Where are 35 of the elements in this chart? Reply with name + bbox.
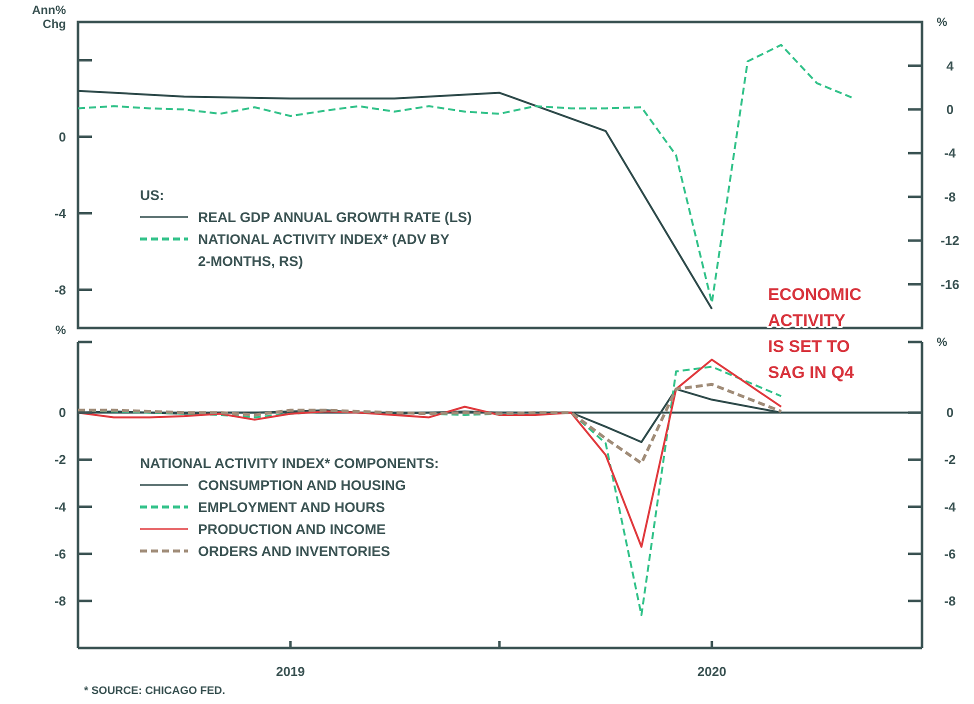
y-tick-label: -2 xyxy=(54,452,66,468)
text: * SOURCE: CHICAGO FED. xyxy=(84,685,226,697)
y-tick-label: -8 xyxy=(54,593,66,608)
legend-label: ORDERS AND INVENTORIES xyxy=(198,543,390,559)
y2-tick-label: -4 xyxy=(944,499,957,514)
legend-label: CONSUMPTION AND HOUSING xyxy=(198,477,406,493)
y2-axis-title: % xyxy=(936,15,948,29)
y-tick-label: -8 xyxy=(54,282,66,298)
y2-tick-label: -8 xyxy=(944,593,956,608)
y-tick-label: -6 xyxy=(54,546,66,562)
x-tick-label: 2019 xyxy=(276,664,305,679)
y2-tick-label: 0 xyxy=(946,102,954,117)
y-tick-label: -4 xyxy=(54,499,67,514)
y2-tick-label: -8 xyxy=(944,189,956,204)
y2-tick-label: 4 xyxy=(946,58,954,74)
annotation: ECONOMIC ACTIVITY IS SET TO SAG IN Q4 xyxy=(768,285,862,382)
y-axis-title: Ann% Chg xyxy=(32,3,66,31)
y-tick-label: -4 xyxy=(54,206,67,221)
y2-tick-label: -16 xyxy=(940,276,960,292)
legend-title: NATIONAL ACTIVITY INDEX* COMPONENTS: xyxy=(140,455,439,471)
legend-label: REAL GDP ANNUAL GROWTH RATE (LS) xyxy=(198,209,472,225)
legend-title: US: xyxy=(140,187,164,203)
y2-axis-title: % xyxy=(936,335,948,349)
x-tick-label: 2020 xyxy=(697,664,726,679)
y2-tick-label: 0 xyxy=(946,405,954,420)
y2-tick-label: -12 xyxy=(940,233,960,248)
y-axis-title: % xyxy=(55,323,66,337)
y-tick-label: 0 xyxy=(58,129,66,144)
y-tick-label: 0 xyxy=(58,405,66,420)
legend-label: EMPLOYMENT AND HOURS xyxy=(198,499,385,515)
y2-tick-label: -2 xyxy=(944,452,956,468)
y2-tick-label: -6 xyxy=(944,546,956,562)
y2-tick-label: -4 xyxy=(944,146,957,161)
legend-label: PRODUCTION AND INCOME xyxy=(198,521,386,537)
legend-label: NATIONAL ACTIVITY INDEX* (ADV BY 2-MONTHS, RS) xyxy=(198,231,450,269)
